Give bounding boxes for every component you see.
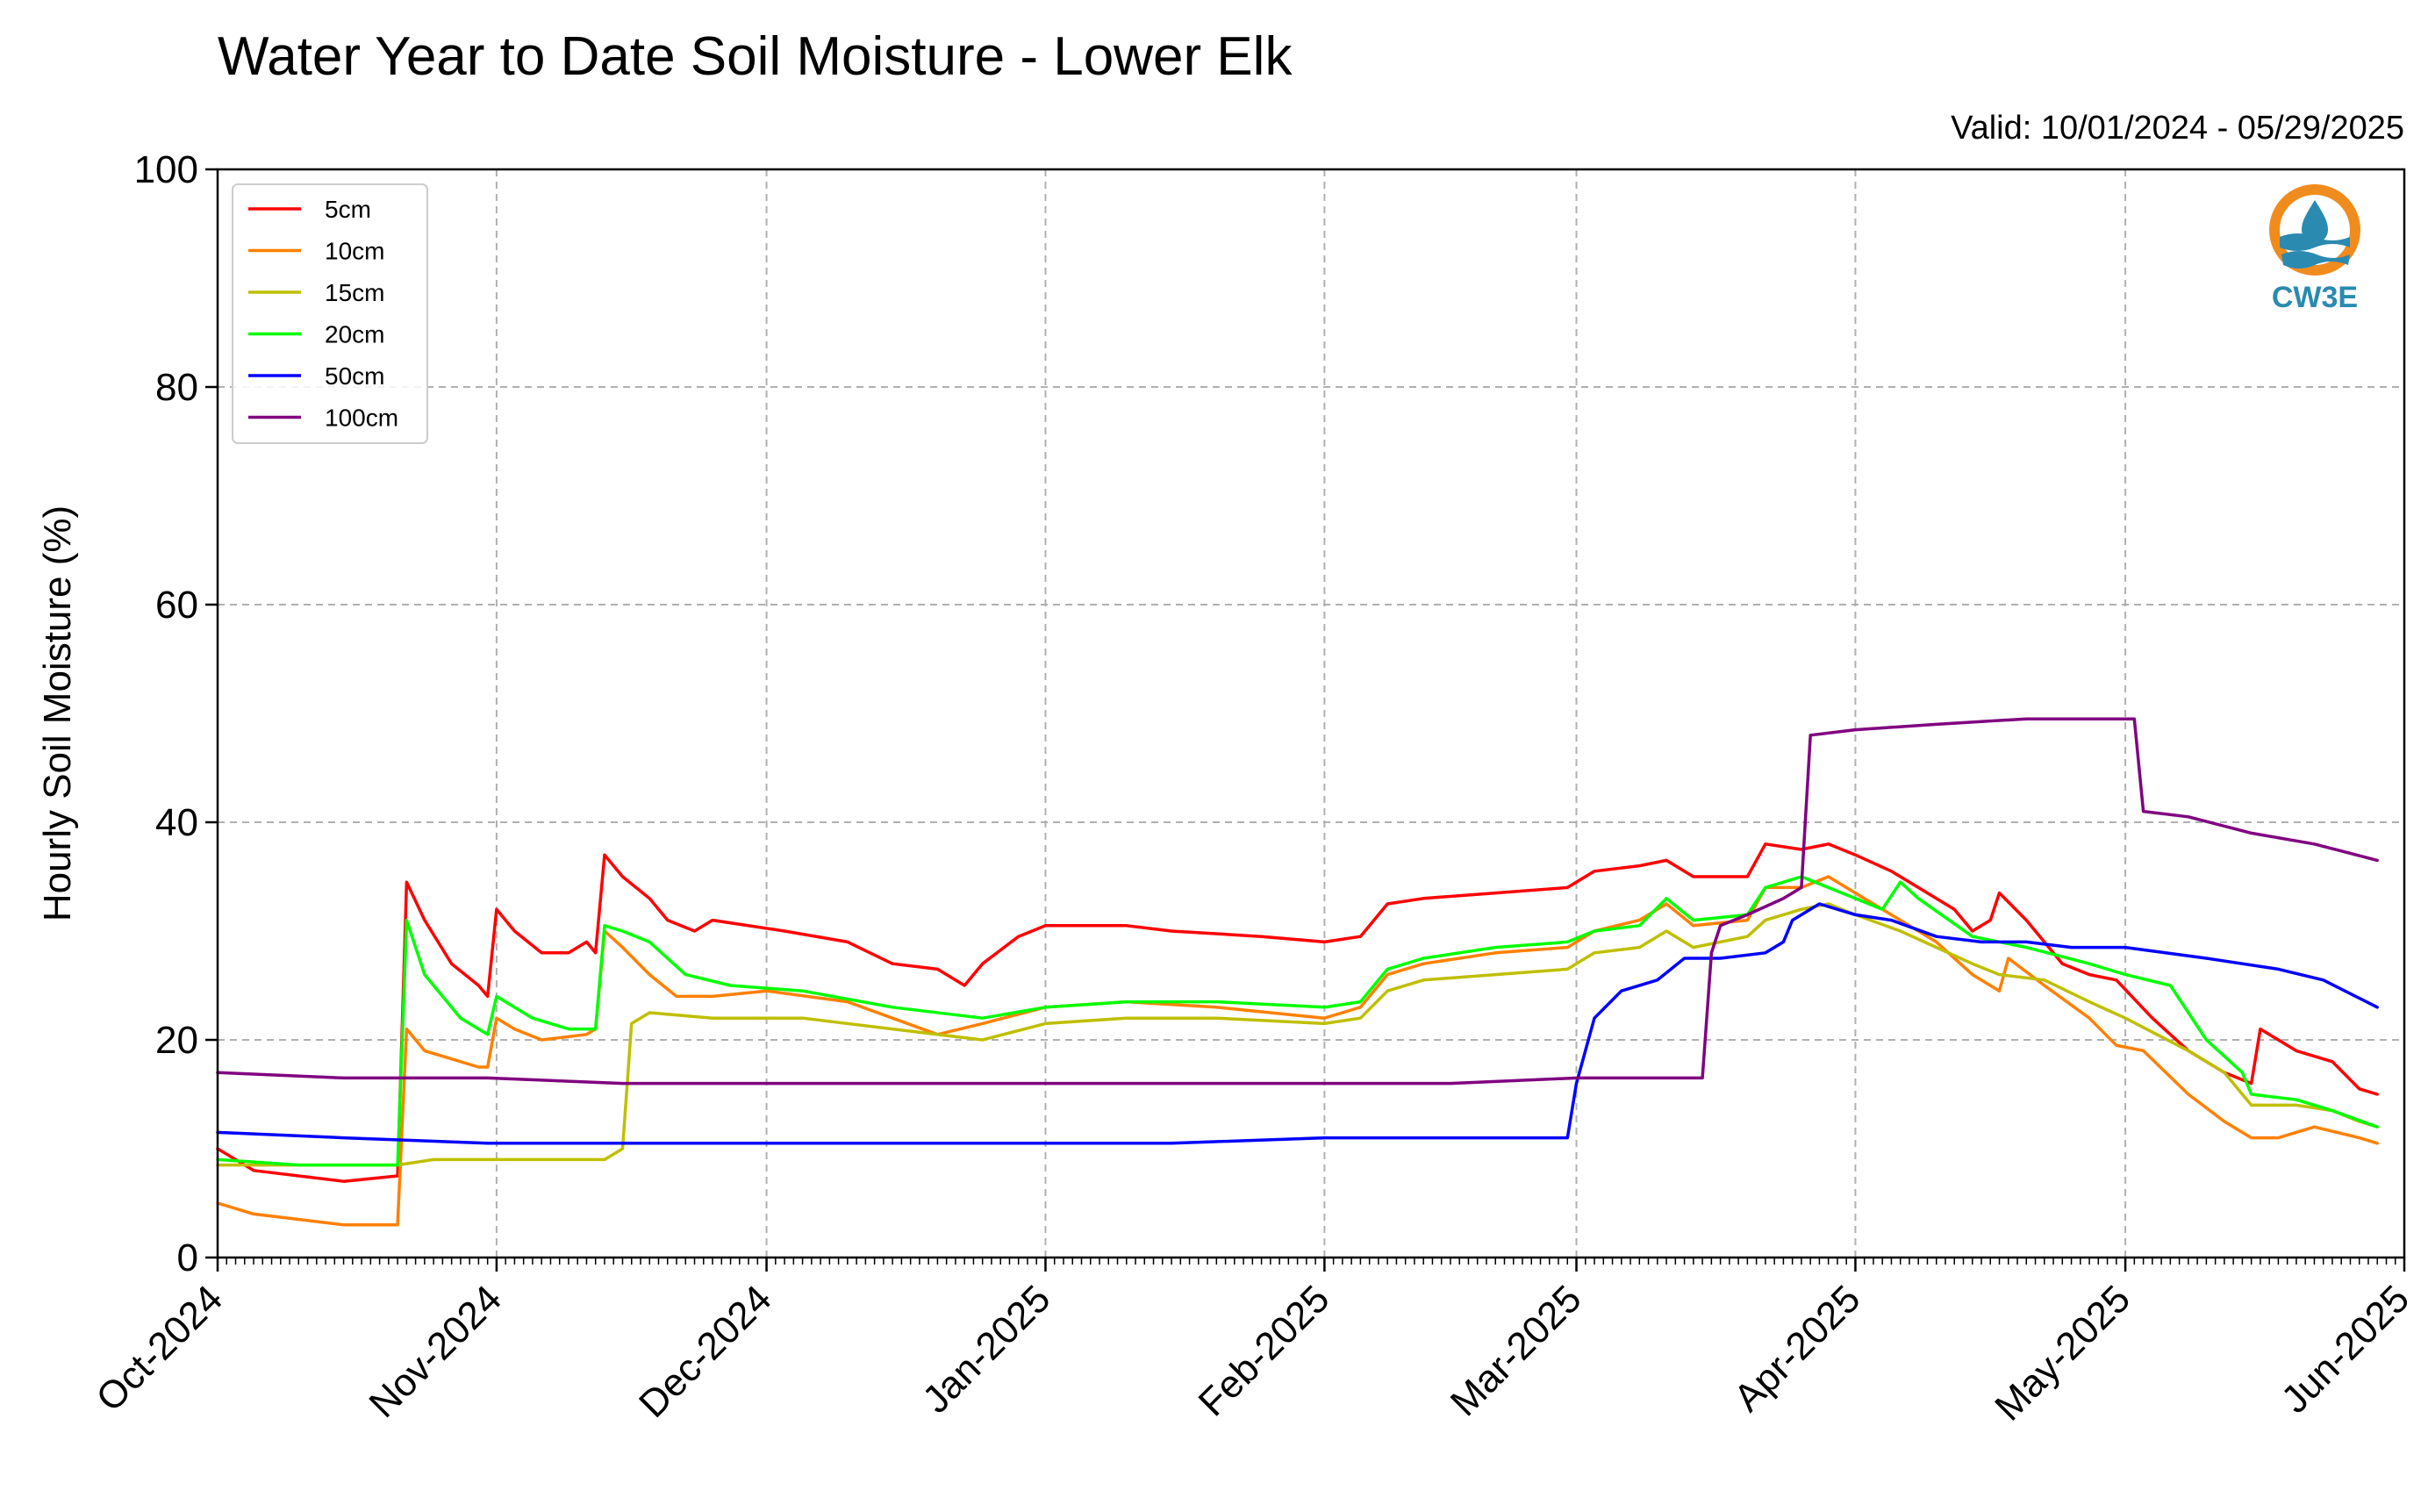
y-tick-label: 40: [155, 801, 198, 844]
valid-date-range: Valid: 10/01/2024 - 05/29/2025: [1951, 110, 2404, 147]
y-tick-label: 20: [155, 1019, 198, 1062]
series-line-5cm: [216, 842, 2379, 1183]
legend-items: 5cm 10cm 15cm 20cm 50cm 100cm: [248, 196, 398, 432]
legend: 5cm 10cm 15cm 20cm 50cm 100cm: [232, 183, 428, 444]
chart-title: Water Year to Date Soil Moisture - Lower…: [218, 26, 1293, 87]
legend-label: 5cm: [325, 196, 371, 223]
y-tick-label: 60: [155, 584, 198, 627]
legend-label: 10cm: [325, 238, 384, 265]
cw3e-logo: CW3E: [2269, 184, 2360, 314]
series-line-20cm: [216, 875, 2379, 1167]
gridlines: [218, 169, 2404, 1258]
legend-label: 50cm: [325, 362, 384, 390]
legend-label: 100cm: [325, 405, 398, 432]
y-axis-label: Hourly Soil Moisture (%): [36, 505, 79, 921]
series-line-15cm: [216, 902, 2379, 1167]
series-line-100cm: [216, 717, 2379, 1086]
series-line-10cm: [216, 875, 2379, 1227]
y-tick-label: 80: [155, 366, 198, 409]
logo-drop-icon: [2302, 200, 2328, 243]
plot-frame: [216, 168, 2406, 1259]
logo-text: CW3E: [2272, 281, 2358, 314]
series-line-50cm: [216, 902, 2379, 1145]
legend-label: 15cm: [325, 279, 384, 306]
series-lines: [216, 717, 2379, 1227]
legend-label: 20cm: [325, 321, 384, 348]
y-tick-label: 0: [177, 1236, 198, 1279]
y-tick-label: 100: [134, 148, 198, 191]
